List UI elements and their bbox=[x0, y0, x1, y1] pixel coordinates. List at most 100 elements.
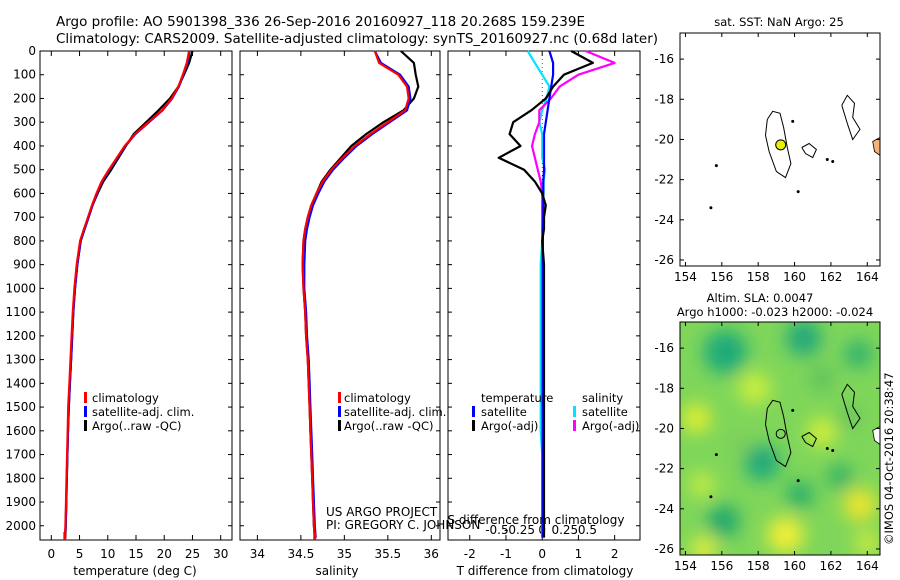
x-tick-label: 158 bbox=[747, 270, 770, 284]
x-tick-label: 1 bbox=[575, 547, 583, 561]
legend-swatch-satellite bbox=[338, 406, 341, 417]
y-tick-label: -16 bbox=[654, 341, 674, 355]
y-tick-label: 1800 bbox=[5, 471, 36, 485]
x-tick-label: 160 bbox=[783, 559, 806, 573]
salinity-profile-panel: 34 34.5 35 35.5 36 bbox=[239, 50, 441, 561]
s-tick-label: -0.25 bbox=[504, 523, 535, 537]
heatmap-blob bbox=[786, 480, 814, 509]
legend-label-s-satellite: satellite bbox=[582, 405, 628, 419]
y-tick-label: 1400 bbox=[5, 376, 36, 390]
legend-swatch-t-satellite bbox=[472, 406, 475, 417]
y-tick-label: 700 bbox=[13, 210, 36, 224]
legend-label-argo: Argo(..raw -QC) bbox=[344, 419, 434, 433]
series-line-satellite-adj-clim- bbox=[303, 50, 412, 538]
x-tick-label: 34 bbox=[250, 547, 265, 561]
series-line-climatology bbox=[301, 50, 410, 538]
map-frame bbox=[679, 32, 881, 267]
x-tick-label: 2 bbox=[611, 547, 619, 561]
y-tick-label: -24 bbox=[654, 213, 674, 227]
y-tick-label: -22 bbox=[654, 462, 674, 476]
y-tick-label: 1200 bbox=[5, 329, 36, 343]
s-tick-label: 0.5 bbox=[578, 523, 597, 537]
x-tick-label: -1 bbox=[500, 547, 512, 561]
series-line-argo-raw-qc- bbox=[301, 50, 420, 538]
y-tick-label: -16 bbox=[654, 52, 674, 66]
y-tick-label: 400 bbox=[13, 139, 36, 153]
x-tick-label: 158 bbox=[747, 559, 770, 573]
sla-map-panel: 154 156 158 160 162 164 -16 -18 -20 -22 -24 -26 bbox=[654, 321, 881, 573]
y-tick-label: -26 bbox=[654, 542, 674, 556]
legend-swatch-climatology bbox=[338, 392, 341, 403]
x-tick-label: 20 bbox=[157, 547, 172, 561]
reef-dot bbox=[709, 495, 713, 499]
y-tick-label: 900 bbox=[13, 258, 36, 272]
y-tick-label: 1300 bbox=[5, 353, 36, 367]
y-tick-label: 0 bbox=[28, 44, 36, 58]
sla-map-subtitle: Argo h1000: -0.023 h2000: -0.024 bbox=[677, 305, 873, 319]
heatmap-blob bbox=[844, 340, 873, 369]
reef-dot bbox=[831, 449, 835, 453]
contour bbox=[841, 94, 861, 141]
x-tick-label: 154 bbox=[674, 270, 697, 284]
y-tick-label: 1000 bbox=[5, 281, 36, 295]
heatmap-blob bbox=[738, 372, 771, 405]
heatmap-blob bbox=[682, 404, 711, 433]
y-tick-label: 100 bbox=[13, 68, 36, 82]
heatmap-blob bbox=[743, 444, 780, 481]
heatmap-blob bbox=[689, 472, 714, 497]
sst-map-panel: 154 156 158 160 162 164 -16 -18 -20 -22 -24 -26 bbox=[654, 32, 881, 284]
y-tick-label: 500 bbox=[13, 163, 36, 177]
x-tick-label: 10 bbox=[100, 547, 115, 561]
heatmap-blob bbox=[827, 463, 853, 490]
heatmap-blob bbox=[767, 516, 804, 553]
y-tick-label: 1700 bbox=[5, 448, 36, 462]
legend-label-satellite: satellite-adj. clim. bbox=[92, 405, 194, 419]
heatmap-blob bbox=[707, 504, 740, 537]
y-tick-label: 1600 bbox=[5, 424, 36, 438]
difference-legend: temperature satellite Argo(-adj) salinit… bbox=[472, 391, 639, 433]
x-tick-label: 35.5 bbox=[374, 547, 401, 561]
x-tick-label: 30 bbox=[213, 547, 228, 561]
bathymetry-contours bbox=[709, 383, 861, 499]
x-tick-label: 156 bbox=[710, 559, 733, 573]
series-line-satellite-adj-clim- bbox=[64, 50, 191, 538]
x-tick-label: 164 bbox=[856, 559, 879, 573]
series-line-temperature-argo-adj- bbox=[497, 50, 595, 538]
y-tick-label: 800 bbox=[13, 234, 36, 248]
heatmap-blob bbox=[785, 322, 822, 357]
legend-label-satellite: satellite-adj. clim. bbox=[344, 405, 446, 419]
s-tick-label: 0.25 bbox=[551, 523, 578, 537]
temperature-axis-label: temperature (deg C) bbox=[73, 564, 196, 578]
legend-swatch-s-satellite bbox=[573, 406, 576, 417]
heatmap-blob bbox=[855, 530, 880, 555]
legend-label-argo: Argo(..raw -QC) bbox=[92, 419, 182, 433]
y-tick-label: -18 bbox=[654, 92, 674, 106]
legend-swatch-climatology bbox=[84, 392, 87, 403]
reef-dot bbox=[709, 206, 713, 210]
contour bbox=[801, 142, 818, 159]
plot-frame bbox=[39, 50, 233, 541]
pi-credit: PI: GREGORY C. JOHNSON bbox=[326, 518, 480, 532]
sst-map-title: sat. SST: NaN Argo: 25 bbox=[714, 15, 844, 29]
y-tick-label: -20 bbox=[654, 132, 674, 146]
argo-float-marker bbox=[775, 139, 787, 151]
reef-dot bbox=[831, 160, 835, 164]
legend-label-t-satellite: satellite bbox=[481, 405, 527, 419]
x-tick-label: 0 bbox=[538, 547, 546, 561]
y-tick-label: -20 bbox=[654, 421, 674, 435]
heatmap-field bbox=[680, 322, 880, 555]
reef-dot bbox=[796, 190, 800, 194]
argo-float-marker bbox=[775, 428, 786, 439]
y-tick-label: 1900 bbox=[5, 495, 36, 509]
y-tick-label: -24 bbox=[654, 502, 674, 516]
legend-swatch-argo bbox=[338, 420, 341, 431]
legend-swatch-satellite bbox=[84, 406, 87, 417]
legend-swatch-argo bbox=[84, 420, 87, 431]
y-tick-label: -22 bbox=[654, 173, 674, 187]
x-tick-label: 162 bbox=[819, 270, 842, 284]
x-tick-label: 15 bbox=[128, 547, 143, 561]
legend-label-t-argo: Argo(-adj) bbox=[481, 419, 538, 433]
legend-title-temperature: temperature bbox=[481, 391, 553, 405]
reef-dot bbox=[796, 479, 800, 483]
y-tick-label: 1100 bbox=[5, 305, 36, 319]
